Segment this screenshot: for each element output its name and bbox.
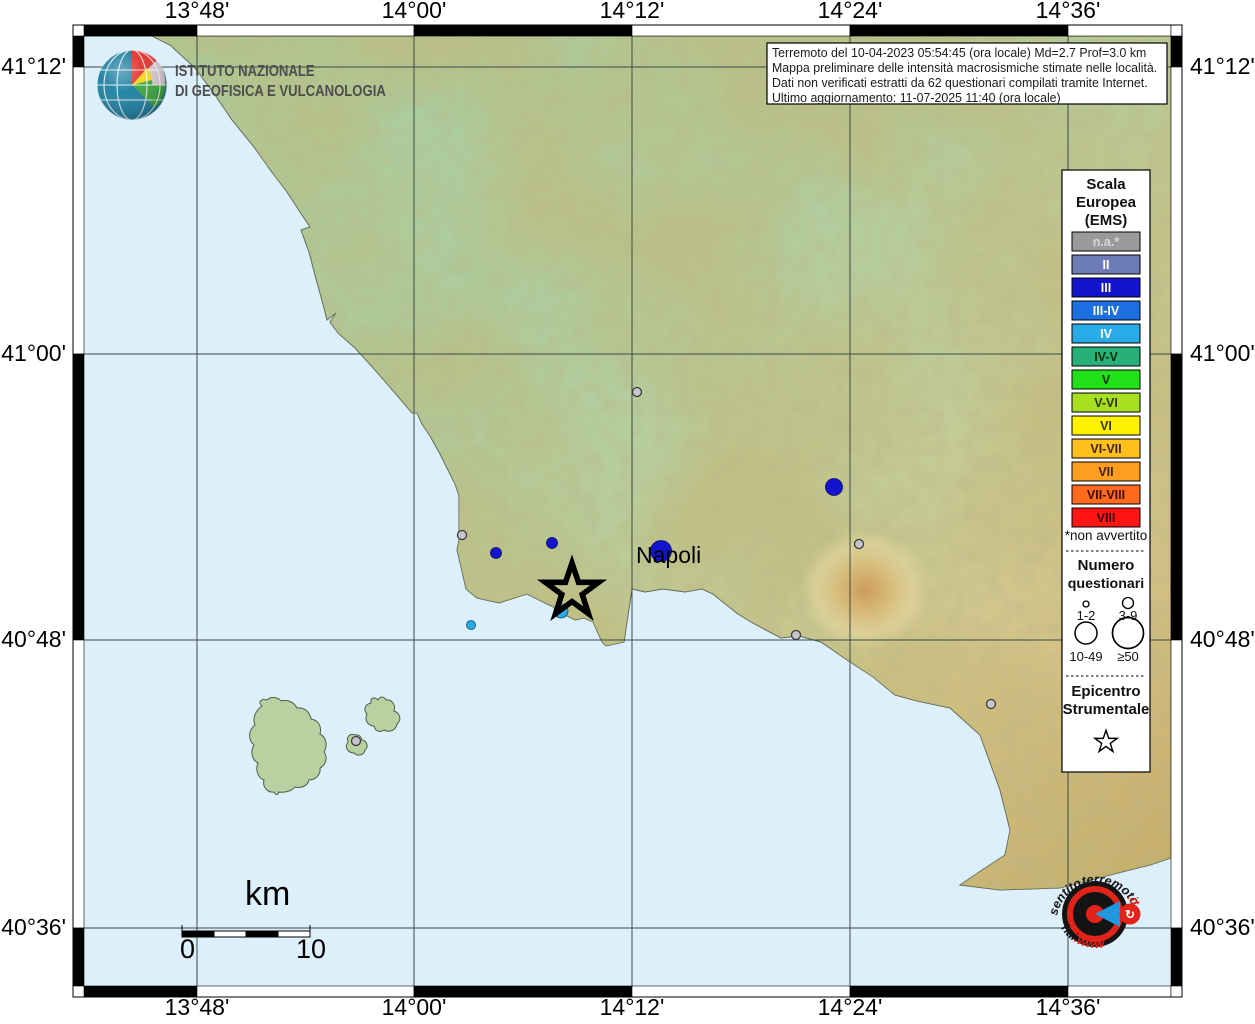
svg-text:↻: ↻ [1125,908,1135,922]
svg-text:V: V [1102,373,1111,387]
svg-text:41°12': 41°12' [1,53,66,79]
svg-text:13°48': 13°48' [165,994,230,1020]
svg-text:VI-VII: VI-VII [1090,442,1121,456]
svg-text:14°36': 14°36' [1036,994,1101,1020]
svg-text:questionari: questionari [1068,576,1144,592]
svg-text:VII: VII [1098,465,1113,479]
svg-text:40°36': 40°36' [1190,914,1255,940]
svg-text:0: 0 [180,934,195,964]
svg-text:Scala: Scala [1086,176,1126,193]
svg-text:Dati non verificati estratti d: Dati non verificati estratti da 62 quest… [772,75,1148,91]
svg-text:Mappa preliminare delle intens: Mappa preliminare delle intensità macros… [772,60,1157,76]
svg-text:13°48': 13°48' [165,0,230,23]
svg-text:41°12': 41°12' [1190,53,1255,79]
svg-text:IV-V: IV-V [1094,350,1118,364]
svg-text:V-VI: V-VI [1094,396,1118,410]
svg-text:1-2: 1-2 [1077,608,1096,623]
svg-text:III: III [1101,281,1111,295]
svg-text:14°00': 14°00' [382,0,447,23]
svg-text:Europea: Europea [1076,194,1137,211]
svg-text:km: km [245,875,290,913]
svg-text:n.a.*: n.a.* [1093,235,1120,249]
svg-text:14°24': 14°24' [818,0,883,23]
svg-text:10: 10 [296,934,326,964]
svg-text:IV: IV [1100,327,1112,341]
svg-text:VIII: VIII [1097,511,1116,525]
svg-text:Strumentale: Strumentale [1063,701,1150,718]
svg-text:VII-VIII: VII-VIII [1087,488,1125,502]
svg-text:II: II [1103,258,1110,272]
svg-text:≥50: ≥50 [1117,649,1139,664]
svg-text:Napoli: Napoli [636,542,701,568]
svg-text:3-9: 3-9 [1119,608,1138,623]
svg-text:(EMS): (EMS) [1085,212,1128,229]
svg-text:40°48': 40°48' [1190,626,1255,652]
svg-text:40°36': 40°36' [1,914,66,940]
svg-text:14°00': 14°00' [382,994,447,1020]
svg-text:40°48': 40°48' [1,626,66,652]
svg-text:10-49: 10-49 [1069,649,1102,664]
svg-text:14°12': 14°12' [600,0,665,23]
svg-text:14°12': 14°12' [600,994,665,1020]
svg-text:VI: VI [1100,419,1112,433]
svg-text:III-IV: III-IV [1093,304,1120,318]
svg-text:Numero: Numero [1078,557,1135,574]
svg-text:41°00': 41°00' [1,340,66,366]
svg-text:14°24': 14°24' [818,994,883,1020]
svg-text:*non avvertito: *non avvertito [1065,528,1148,543]
svg-text:Ultimo aggiornamento: 11-07-20: Ultimo aggiornamento: 11-07-2025 11:40 (… [772,90,1061,106]
svg-text:Epicentro: Epicentro [1071,683,1140,700]
svg-text:DI GEOFISICA E VULCANOLOGIA: DI GEOFISICA E VULCANOLOGIA [175,83,386,100]
svg-text:Terremoto del 10-04-2023 05:54: Terremoto del 10-04-2023 05:54:45 (ora l… [772,45,1146,61]
svg-text:ISTITUTO NAZIONALE: ISTITUTO NAZIONALE [175,63,315,80]
svg-text:41°00': 41°00' [1190,340,1255,366]
svg-text:14°36': 14°36' [1036,0,1101,23]
